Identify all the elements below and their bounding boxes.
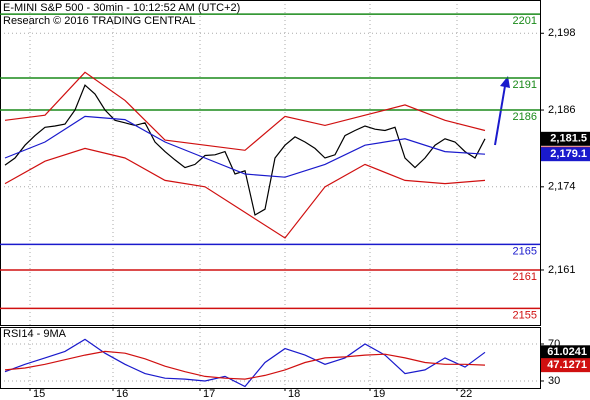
x-tick-label: 22	[460, 388, 472, 400]
x-tick-label: 16	[116, 388, 128, 400]
y-tick-label: 2,161	[548, 264, 576, 276]
last-value-box	[541, 131, 590, 146]
last-value-label: 2,179.1	[550, 148, 587, 160]
level-label: 2165	[513, 245, 537, 257]
level-label: 2186	[513, 111, 537, 123]
x-tick-label: 15	[33, 388, 45, 400]
last-value-box	[541, 147, 590, 162]
level-label: 2161	[513, 271, 537, 283]
last-value-label: 47.1271	[547, 359, 587, 371]
x-tick-label: 18	[288, 388, 300, 400]
y-tick-label: 2,186	[548, 104, 576, 116]
level-label: 2155	[513, 309, 537, 321]
arrow	[494, 76, 510, 146]
series-line	[4, 115, 486, 178]
last-value-label: 61.0241	[547, 346, 587, 358]
series-line	[4, 338, 486, 388]
series-line	[4, 147, 486, 239]
level-label: 2201	[513, 15, 537, 27]
series-line	[4, 350, 486, 380]
last-value-box	[541, 345, 590, 360]
x-tick-label: 17	[203, 388, 215, 400]
series-line	[4, 84, 486, 216]
y-tick-label: 2,174	[548, 181, 576, 193]
y-tick-label: 30	[548, 375, 560, 387]
rsi-frame	[0, 327, 541, 389]
last-value-box	[541, 358, 590, 373]
level-label: 2191	[513, 79, 537, 91]
series-line	[4, 71, 486, 151]
last-value-label: 2,181.5	[550, 133, 587, 145]
rsi-title: RSI14 - 9MA	[3, 328, 67, 340]
chart-title: E-MINI S&P 500 - 30min - 10:12:52 AM (UT…	[3, 2, 240, 14]
y-tick-label: 2,198	[548, 27, 576, 39]
main-frame	[0, 0, 541, 326]
chart-subtitle: Research © 2016 TRADING CENTRAL	[3, 15, 196, 27]
x-tick-label: 19	[373, 388, 385, 400]
